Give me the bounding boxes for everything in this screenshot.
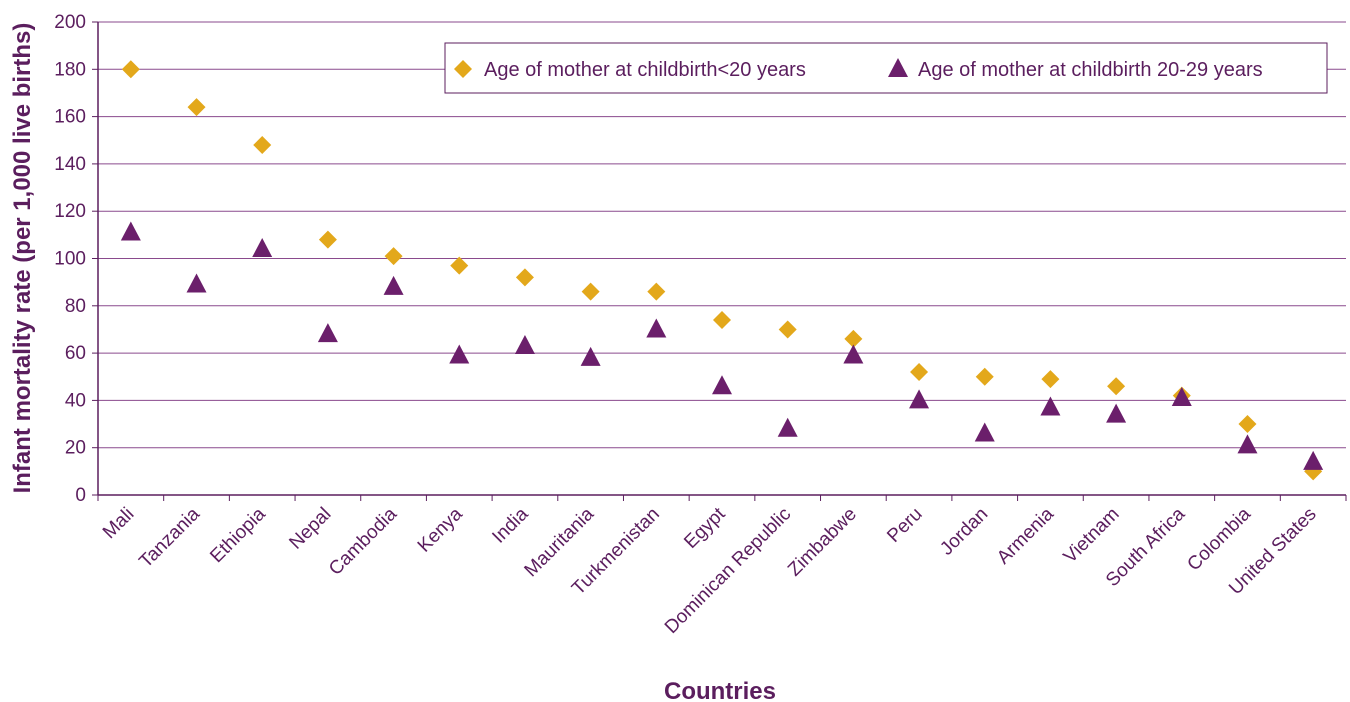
data-point-diamond: [253, 135, 272, 154]
data-point-triangle: [974, 422, 995, 442]
legend-box: [444, 42, 1328, 94]
x-tick-label: Cambodia: [325, 503, 401, 579]
legend-triangle-marker: [888, 58, 908, 77]
x-tick-label: Dominican Republic: [661, 504, 795, 638]
data-point-triangle: [580, 346, 601, 366]
data-point-diamond: [778, 320, 797, 339]
x-tick-label: Zimbabwe: [784, 504, 861, 581]
data-point-diamond: [384, 247, 403, 266]
data-point-diamond: [450, 256, 469, 275]
axes: [92, 21, 1347, 501]
legend: Age of mother at childbirth<20 years Age…: [444, 42, 1328, 94]
data-point-triangle: [1106, 403, 1127, 423]
data-point-triangle: [449, 344, 470, 364]
x-tick-label: Armenia: [993, 503, 1058, 568]
data-point-triangle: [120, 221, 141, 241]
data-point-triangle: [1237, 434, 1258, 454]
y-tick-label: 0: [75, 485, 86, 506]
data-point-triangle: [777, 417, 798, 437]
data-point-diamond: [318, 230, 337, 249]
data-point-triangle: [317, 323, 338, 343]
legend-label-under20: Age of mother at childbirth<20 years: [484, 59, 806, 81]
data-point-triangle: [514, 335, 535, 355]
x-tick-label: Nepal: [285, 504, 335, 554]
data-point-triangle: [252, 238, 273, 258]
data-point-triangle: [1040, 396, 1061, 416]
data-point-diamond: [515, 268, 534, 287]
data-point-diamond: [121, 60, 140, 79]
x-tick-label: Ethiopia: [206, 503, 270, 567]
data-point-triangle: [1303, 450, 1324, 470]
y-tick-label: 200: [54, 12, 86, 33]
data-point-diamond: [910, 363, 929, 382]
y-tick-label: 120: [54, 201, 86, 222]
y-axis-title: Infant mortality rate (per 1,000 live bi…: [9, 23, 36, 494]
data-point-triangle: [843, 344, 864, 364]
data-point-triangle: [646, 318, 667, 338]
y-tick-label: 160: [54, 107, 86, 128]
y-tick-label: 180: [54, 59, 86, 80]
y-tick-label: 20: [65, 438, 86, 459]
x-tick-label: Mali: [99, 504, 138, 543]
x-tick-label: Tanzania: [135, 503, 204, 572]
data-point-diamond: [844, 329, 863, 348]
data-point-triangle: [909, 389, 930, 409]
data-point-diamond: [1107, 377, 1126, 396]
data-point-diamond: [187, 98, 206, 117]
y-tick-label: 140: [54, 154, 86, 175]
x-tick-label: Kenya: [414, 503, 467, 556]
y-tick-label: 40: [65, 390, 86, 411]
legend-diamond-marker: [454, 60, 472, 78]
x-tick-label: Egypt: [680, 503, 730, 553]
x-axis-title: Countries: [664, 678, 776, 702]
data-point-diamond: [1238, 415, 1257, 434]
x-tick-label: Vietnam: [1060, 504, 1124, 568]
x-tick-label: Jordan: [936, 504, 992, 560]
y-tick-labels: 0 20 40 60 80 100 120 140 160 180 200: [54, 12, 86, 506]
data-point-diamond: [581, 282, 600, 301]
data-point-diamond: [647, 282, 666, 301]
data-point-diamond: [975, 367, 994, 386]
y-tick-label: 80: [65, 296, 86, 317]
x-tick-label: Peru: [883, 504, 926, 547]
y-tick-label: 100: [54, 249, 86, 270]
data-point-triangle: [1171, 387, 1192, 407]
legend-label-20-29: Age of mother at childbirth 20-29 years: [918, 59, 1263, 81]
data-point-triangle: [383, 275, 404, 295]
data-marks: [120, 60, 1324, 481]
x-tick-label: India: [488, 503, 532, 547]
data-point-diamond: [713, 310, 731, 329]
data-point-triangle: [712, 375, 732, 395]
data-point-diamond: [1041, 370, 1060, 389]
data-point-triangle: [186, 273, 207, 293]
y-tick-label: 60: [65, 343, 86, 364]
